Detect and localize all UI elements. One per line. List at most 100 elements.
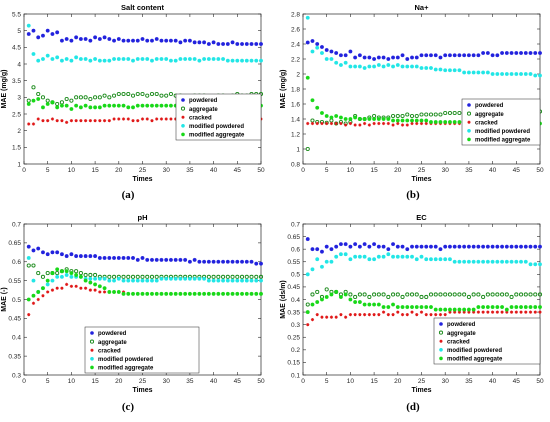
data-point <box>240 291 244 296</box>
data-point <box>376 302 381 307</box>
data-point <box>159 38 164 43</box>
data-point <box>457 68 462 73</box>
data-point <box>357 300 362 304</box>
data-point <box>135 91 140 97</box>
data-point <box>504 292 509 297</box>
data-point <box>344 315 348 319</box>
legend-marker <box>89 339 95 344</box>
data-point <box>164 117 168 121</box>
data-point <box>31 52 36 56</box>
y-tick-label: 0.7 <box>12 221 21 228</box>
data-point <box>178 291 183 296</box>
data-point <box>395 55 400 60</box>
data-point <box>400 305 405 309</box>
data-point <box>462 307 467 312</box>
data-point <box>447 244 452 249</box>
data-point <box>353 64 358 69</box>
data-point <box>367 117 372 121</box>
data-point <box>149 274 155 279</box>
data-point <box>396 121 400 126</box>
data-point <box>225 58 230 63</box>
data-point <box>305 310 310 315</box>
data-point <box>372 257 377 262</box>
data-point <box>244 42 249 46</box>
data-point <box>419 294 424 300</box>
legend-marker <box>181 115 185 119</box>
legend-box <box>175 93 262 141</box>
data-point <box>500 72 505 76</box>
data-point <box>457 307 462 312</box>
data-point <box>88 38 93 43</box>
data-point <box>391 123 395 127</box>
data-point <box>202 40 207 45</box>
x-tick-label: 45 <box>234 378 242 385</box>
data-point <box>107 103 112 108</box>
data-point <box>310 98 315 103</box>
data-point <box>485 292 490 297</box>
data-point <box>519 244 523 249</box>
x-axis-label: Times <box>132 176 152 183</box>
data-point <box>235 259 240 264</box>
data-point <box>31 263 36 268</box>
x-tick-label: 35 <box>186 167 194 174</box>
x-tick-label: 25 <box>139 378 147 385</box>
x-tick-label: 0 <box>22 378 26 385</box>
data-point <box>79 286 83 290</box>
data-point <box>434 313 438 317</box>
x-tick-label: 10 <box>347 167 355 174</box>
legend-label: aggregate <box>447 331 476 337</box>
data-point <box>438 120 443 124</box>
chart-title: Na+ <box>415 3 430 12</box>
data-point <box>519 305 523 309</box>
data-point <box>55 250 60 255</box>
data-point <box>353 300 358 304</box>
data-point <box>121 256 126 260</box>
data-point <box>414 113 419 119</box>
data-point <box>102 93 107 98</box>
data-point <box>305 40 310 45</box>
data-point <box>216 259 221 264</box>
data-point <box>443 120 448 124</box>
data-point <box>343 242 348 247</box>
data-point <box>372 121 376 126</box>
data-point <box>50 288 55 292</box>
data-point <box>443 313 447 317</box>
data-point <box>121 91 126 97</box>
data-point <box>259 58 263 63</box>
data-point <box>538 244 542 249</box>
data-point <box>83 57 88 61</box>
data-point <box>428 112 434 117</box>
data-point <box>481 294 486 300</box>
series-powdered <box>26 28 263 46</box>
data-point <box>192 57 197 61</box>
legend-marker <box>90 357 94 361</box>
x-tick-label: 30 <box>163 378 171 385</box>
data-point <box>381 292 386 297</box>
data-point <box>230 291 235 296</box>
data-point <box>131 38 135 43</box>
data-point <box>145 291 150 296</box>
data-point <box>150 257 154 262</box>
data-point <box>155 117 159 121</box>
data-point <box>55 55 60 60</box>
data-point <box>240 42 244 46</box>
data-point <box>131 105 135 110</box>
data-point <box>320 249 324 254</box>
data-point <box>338 63 343 67</box>
legend-label: aggregate <box>475 112 504 118</box>
x-tick-label: 15 <box>91 378 99 385</box>
legend-label: powdered <box>189 98 218 104</box>
data-point <box>258 274 264 279</box>
data-point <box>116 91 121 97</box>
data-point <box>362 66 367 70</box>
y-tick-label: 1.6 <box>291 101 300 108</box>
data-point <box>154 257 159 262</box>
data-point <box>173 276 178 281</box>
data-point <box>306 121 310 126</box>
data-point <box>69 119 73 123</box>
data-point <box>405 118 410 123</box>
data-point <box>476 259 481 264</box>
data-point <box>216 42 221 46</box>
data-point <box>135 257 140 262</box>
